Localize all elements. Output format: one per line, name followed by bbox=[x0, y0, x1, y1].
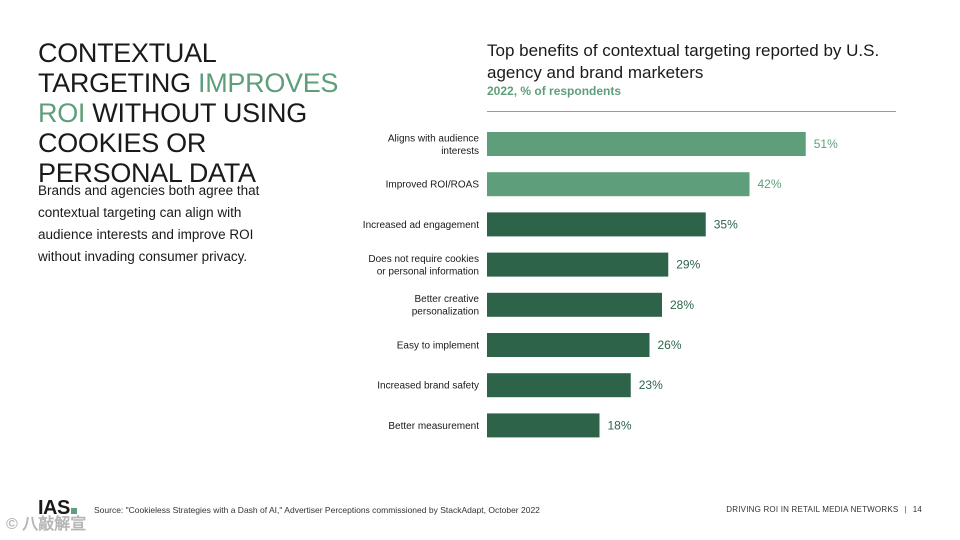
bar-7 bbox=[487, 413, 600, 438]
chart-subtitle: 2022, % of respondents bbox=[487, 84, 622, 98]
category-label-4-line-0: Better creative bbox=[415, 294, 480, 305]
page-number: 14 bbox=[912, 505, 922, 514]
bar-3 bbox=[487, 252, 669, 277]
category-label-3-line-0: Does not require cookies bbox=[368, 254, 479, 265]
category-label-0-line-1: interests bbox=[441, 146, 479, 157]
source-note: Source: "Cookieless Strategies with a Da… bbox=[94, 505, 540, 515]
ias-logo: IAS bbox=[38, 497, 77, 520]
bar-6 bbox=[487, 373, 631, 398]
footer-separator: | bbox=[904, 505, 907, 514]
bar-4 bbox=[487, 292, 662, 317]
intro-text: Brands and agencies both agree that cont… bbox=[38, 183, 260, 264]
category-label-0-line-0: Aligns with audience bbox=[388, 133, 480, 144]
category-label-6: Increased brand safety bbox=[377, 381, 479, 392]
category-label-5: Easy to implement bbox=[397, 341, 479, 352]
category-label-4-line-1: personalization bbox=[412, 307, 479, 318]
category-label-2: Increased ad engagement bbox=[363, 220, 479, 231]
bar-1 bbox=[487, 172, 750, 197]
category-label-7: Better measurement bbox=[388, 421, 479, 432]
value-label-5: 26% bbox=[658, 338, 682, 352]
bar-0 bbox=[487, 132, 806, 156]
page-headline: CONTEXTUAL TARGETING IMPROVES ROI WITHOU… bbox=[38, 38, 348, 188]
value-label-2: 35% bbox=[714, 217, 738, 231]
chart-title: Top benefits of contextual targeting rep… bbox=[487, 41, 880, 82]
value-label-7: 18% bbox=[608, 418, 632, 432]
category-label-1: Improved ROI/ROAS bbox=[386, 180, 480, 191]
headline-part-1: CONTEXTUAL TARGETING bbox=[38, 38, 216, 98]
category-label-3-line-1: or personal information bbox=[377, 266, 479, 277]
footer-section-title: DRIVING ROI IN RETAIL MEDIA NETWORKS bbox=[726, 505, 899, 514]
headline-part-2: WITHOUT USING COOKIES OR PERSONAL DATA bbox=[38, 98, 307, 188]
value-label-6: 23% bbox=[639, 378, 663, 392]
bar-chart: 51% Aligns with audience interests 42% Impro… bbox=[363, 132, 838, 438]
value-label-0: 51% bbox=[814, 137, 838, 151]
value-label-3: 29% bbox=[676, 258, 700, 272]
chart-divider bbox=[487, 111, 896, 112]
footer-section: DRIVING ROI IN RETAIL MEDIA NETWORKS | 14 bbox=[726, 505, 922, 514]
value-label-4: 28% bbox=[670, 298, 694, 312]
watermark: © 八敲解宣 bbox=[6, 516, 87, 533]
logo-text: IAS bbox=[38, 497, 70, 519]
value-label-1: 42% bbox=[758, 177, 782, 191]
bar-5 bbox=[487, 333, 650, 357]
headline-highlight: IMPROVES ROI bbox=[38, 68, 339, 128]
logo-dot-icon bbox=[70, 508, 77, 514]
bar-2 bbox=[487, 212, 706, 237]
